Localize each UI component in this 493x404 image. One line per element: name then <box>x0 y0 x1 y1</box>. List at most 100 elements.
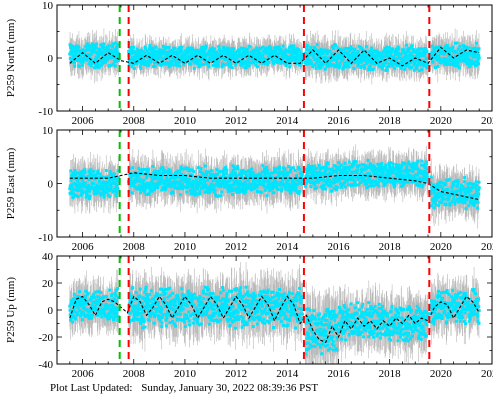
data-point <box>115 190 119 194</box>
data-point <box>329 62 333 66</box>
data-point <box>172 56 176 60</box>
data-point <box>109 48 113 52</box>
data-point <box>375 58 379 62</box>
data-point <box>70 190 74 194</box>
data-point <box>319 66 323 70</box>
data-point <box>277 59 281 63</box>
data-point <box>112 175 116 179</box>
data-point <box>72 192 76 196</box>
data-point <box>416 59 420 63</box>
data-point <box>82 181 86 185</box>
data-point <box>387 64 391 68</box>
data-point <box>157 62 161 66</box>
data-point <box>415 48 419 52</box>
data-point <box>83 171 87 175</box>
data-point <box>333 65 337 69</box>
points-band-4 <box>336 43 430 73</box>
data-point <box>91 50 95 54</box>
data-point <box>447 54 451 58</box>
data-point <box>449 54 453 58</box>
data-point <box>177 60 181 64</box>
data-point <box>198 60 202 64</box>
data-point <box>417 53 421 57</box>
data-point <box>240 62 244 66</box>
data-point <box>76 195 80 199</box>
data-point <box>156 50 160 54</box>
data-point <box>71 59 75 63</box>
data-point <box>167 168 171 172</box>
data-point <box>178 193 182 197</box>
data-point <box>212 47 216 51</box>
data-point <box>447 46 451 50</box>
data-point <box>105 189 109 193</box>
data-point <box>115 45 119 49</box>
data-point <box>348 53 352 57</box>
data-point <box>385 68 389 72</box>
data-point <box>98 172 102 176</box>
data-point <box>300 60 304 64</box>
data-point <box>105 58 109 62</box>
data-point <box>130 56 134 60</box>
data-point <box>111 177 115 181</box>
data-point <box>84 190 88 194</box>
data-point <box>390 62 394 66</box>
data-point <box>183 60 187 64</box>
data-point <box>288 49 292 53</box>
data-point <box>169 184 173 188</box>
data-point <box>193 190 197 194</box>
data-point <box>136 56 140 60</box>
data-point <box>417 56 421 60</box>
data-point <box>387 62 391 66</box>
data-point <box>69 192 73 196</box>
data-point <box>168 178 172 182</box>
data-point <box>115 184 119 188</box>
data-point <box>97 47 101 51</box>
data-point <box>420 47 424 51</box>
data-point <box>450 47 454 51</box>
data-point <box>195 182 199 186</box>
data-point <box>180 179 184 183</box>
data-point <box>292 44 296 48</box>
data-point <box>378 65 382 69</box>
data-point <box>448 49 452 53</box>
data-point <box>415 63 419 67</box>
data-point <box>95 58 99 62</box>
data-point <box>89 52 93 56</box>
data-point <box>81 191 85 195</box>
data-point <box>127 61 131 65</box>
data-point <box>89 171 93 175</box>
data-point <box>159 180 163 184</box>
data-point <box>313 46 317 50</box>
data-point <box>454 50 458 54</box>
data-point <box>343 46 347 50</box>
data-point <box>129 177 133 181</box>
data-point <box>157 169 161 173</box>
data-point <box>204 57 208 61</box>
data-point <box>190 173 194 177</box>
data-point <box>177 170 181 174</box>
data-point <box>68 52 72 56</box>
data-point <box>171 52 175 56</box>
data-point <box>396 52 400 56</box>
data-point <box>463 59 467 63</box>
data-point <box>425 49 429 53</box>
data-point <box>259 57 263 61</box>
data-point <box>69 183 73 187</box>
data-point <box>338 61 342 65</box>
data-point <box>425 66 429 70</box>
data-point <box>453 41 457 45</box>
data-point <box>202 62 206 66</box>
data-point <box>103 48 107 52</box>
data-point <box>140 185 144 189</box>
data-point <box>477 62 481 66</box>
data-point <box>90 58 94 62</box>
data-point <box>297 58 301 62</box>
data-point <box>380 52 384 56</box>
data-point <box>138 168 142 172</box>
data-point <box>412 57 416 61</box>
data-point <box>465 51 469 55</box>
data-point <box>471 55 475 59</box>
data-point <box>252 59 256 63</box>
data-point <box>129 58 133 62</box>
data-point <box>173 46 177 50</box>
